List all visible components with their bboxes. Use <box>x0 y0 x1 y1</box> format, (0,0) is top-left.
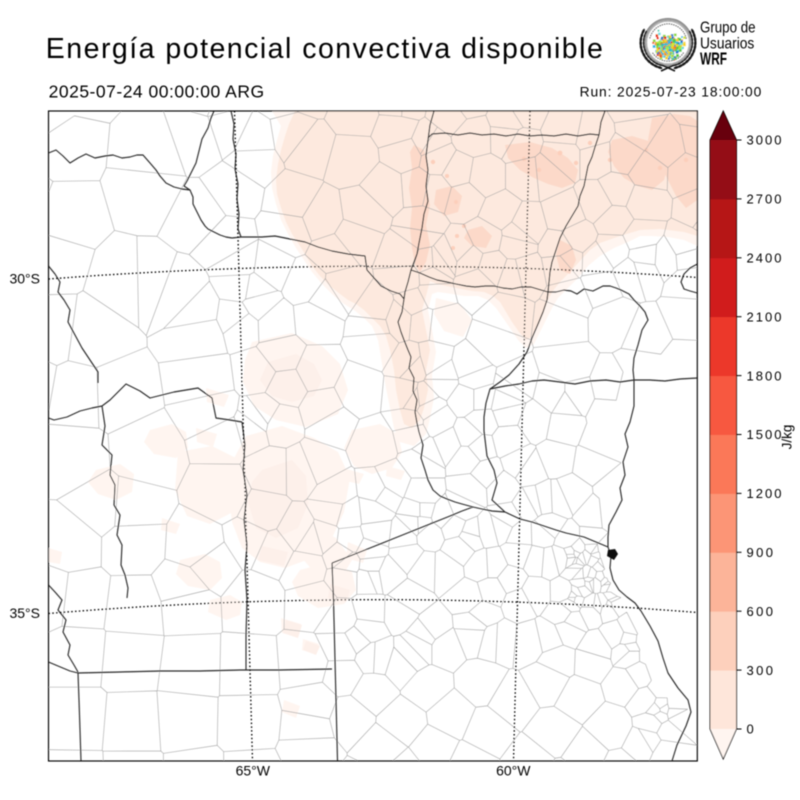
svg-text:J/kg: J/kg <box>780 425 795 450</box>
svg-text:0: 0 <box>747 722 754 737</box>
svg-text:Grupo de: Grupo de <box>700 19 756 36</box>
svg-text:600: 600 <box>747 604 774 619</box>
svg-text:35°S: 35°S <box>9 605 40 621</box>
svg-text:Run: 2025-07-23 18:00:00: Run: 2025-07-23 18:00:00 <box>580 84 762 99</box>
svg-text:300: 300 <box>747 663 774 678</box>
svg-text:WRF: WRF <box>700 48 727 68</box>
svg-text:Energía potencial convectiva d: Energía potencial convectiva disponible <box>46 33 603 65</box>
svg-text:65°W: 65°W <box>236 763 271 779</box>
svg-text:60°W: 60°W <box>496 763 531 779</box>
svg-text:2025-07-24 00:00:00 ARG: 2025-07-24 00:00:00 ARG <box>49 82 265 102</box>
svg-text:30°S: 30°S <box>9 271 40 287</box>
svg-text:Usuarios: Usuarios <box>700 36 754 53</box>
svg-text:900: 900 <box>747 545 774 560</box>
